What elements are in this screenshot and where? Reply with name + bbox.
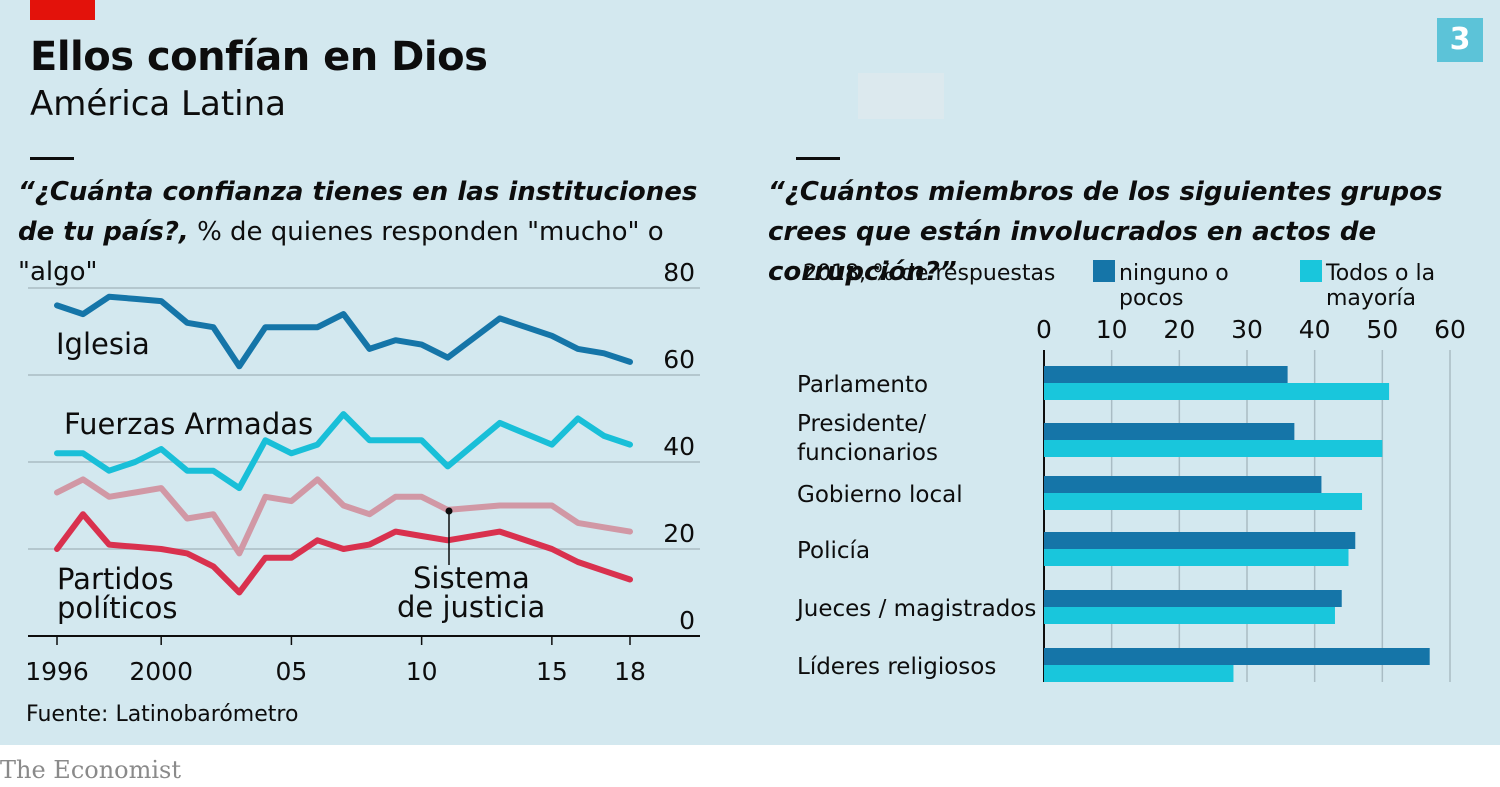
economist-logo: The Economist — [0, 756, 182, 784]
bar-todos — [1044, 607, 1335, 624]
left-chart-question: “¿Cuánta confianza tienes en las institu… — [18, 172, 738, 292]
series-line-iglesia — [54, 293, 633, 370]
y-tick-label: 40 — [663, 432, 695, 461]
legend-ninguno-line2: pocos — [1119, 286, 1183, 311]
bar-category-label: Presidente/ — [797, 411, 926, 437]
line-chart-x-ticks: 1996 2000 05 10 15 18 — [25, 636, 646, 686]
bar-x-tick-label: 60 — [1434, 315, 1466, 344]
label-sistema-line2: de justicia — [397, 590, 545, 624]
bar-x-tick-label: 40 — [1299, 315, 1331, 344]
left-section-rule — [30, 157, 74, 160]
bar-chart-gridlines — [1043, 350, 1451, 682]
legend-todos-line1: Todos o la — [1325, 261, 1435, 286]
x-tick-label: 15 — [536, 657, 568, 686]
series-line-fuerzas-armadas — [54, 411, 633, 492]
sistema-pointer-dot — [445, 507, 453, 515]
chart-number-badge: 3 — [1437, 18, 1483, 62]
legend-todos-line2: mayoría — [1326, 286, 1416, 311]
left-question-plain: % de quienes responden "mucho" o "algo" — [18, 217, 664, 287]
bar-chart-x-ticks: 0 10 20 30 40 50 60 — [1036, 315, 1466, 344]
bar-x-tick-label: 50 — [1366, 315, 1398, 344]
chart-subtitle: América Latina — [30, 84, 286, 124]
x-tick-label: 2000 — [129, 657, 193, 686]
line-chart-series — [54, 293, 633, 596]
bar-x-tick-label: 20 — [1163, 315, 1195, 344]
bar-todos — [1044, 440, 1383, 457]
bar-todos — [1044, 493, 1363, 510]
bar-chart-bars — [1044, 366, 1430, 682]
bar-ninguno — [1044, 532, 1356, 549]
x-tick-label: 1996 — [25, 657, 89, 686]
x-tick-label: 18 — [614, 657, 646, 686]
legend-ninguno-line1: ninguno o — [1119, 261, 1229, 286]
series-line-partidos-pol-ticos — [54, 511, 633, 596]
bar-category-label: Gobierno local — [797, 482, 963, 508]
bar-x-tick-label: 30 — [1231, 315, 1263, 344]
legend-year-note: 2018, % de respuestas — [803, 261, 1055, 286]
bar-ninguno — [1044, 366, 1288, 383]
bar-x-tick-label: 0 — [1036, 315, 1052, 344]
bar-ninguno — [1044, 423, 1295, 440]
bar-category-label: Parlamento — [797, 372, 928, 398]
right-chart-question: “¿Cuántos miembros de los siguientes gru… — [768, 172, 1488, 292]
series-line-sistema-de-justicia — [54, 476, 633, 557]
label-partidos-line2: políticos — [57, 591, 178, 625]
y-tick-label: 20 — [663, 519, 695, 548]
economist-red-tag — [30, 0, 95, 20]
chart-title: Ellos confían en Dios — [30, 34, 488, 80]
bar-todos — [1044, 383, 1390, 400]
legend-swatch-todos — [1300, 260, 1322, 282]
left-question-bold: “¿Cuánta confianza tienes en las institu… — [18, 177, 698, 247]
bar-x-tick-label: 10 — [1096, 315, 1128, 344]
y-tick-label: 80 — [663, 258, 695, 287]
bar-todos — [1044, 549, 1349, 566]
y-tick-label: 0 — [679, 606, 695, 635]
line-chart-y-ticks: 0 20 40 60 80 — [663, 258, 695, 635]
label-sistema-line1: Sistema — [413, 561, 530, 595]
line-chart-series-labels: Iglesia Fuerzas Armadas Partidos polític… — [56, 327, 545, 625]
right-section-rule — [796, 157, 840, 160]
bar-chart-legend: 2018, % de respuestas ninguno o pocos To… — [803, 260, 1435, 311]
label-partidos-line1: Partidos — [57, 562, 174, 596]
legend-swatch-ninguno — [1093, 260, 1115, 282]
x-tick-label: 05 — [276, 657, 308, 686]
label-iglesia: Iglesia — [56, 327, 150, 361]
bar-category-label: Líderes religiosos — [797, 654, 996, 680]
bar-chart-categories: Parlamento Presidente/funcionarios Gobiern… — [795, 372, 1036, 680]
source-note: Fuente: Latinobarómetro — [26, 702, 299, 727]
bar-category-label: Jueces / magistrados — [795, 596, 1036, 622]
y-tick-label: 60 — [663, 345, 695, 374]
charts-svg: 0 20 40 60 80 1996 2000 05 10 15 18 Iglesia Fuerz… — [25, 258, 1466, 686]
right-question-bold: “¿Cuántos miembros de los siguientes gru… — [768, 177, 1443, 287]
bar-ninguno — [1044, 476, 1322, 493]
bar-category-label: funcionarios — [797, 440, 938, 466]
x-tick-label: 10 — [406, 657, 438, 686]
bar-ninguno — [1044, 590, 1342, 607]
background-patch — [858, 73, 944, 119]
bar-ninguno — [1044, 648, 1430, 665]
label-fuerzas-armadas: Fuerzas Armadas — [64, 407, 313, 441]
bar-todos — [1044, 665, 1234, 682]
bar-category-label: Policía — [797, 538, 870, 564]
